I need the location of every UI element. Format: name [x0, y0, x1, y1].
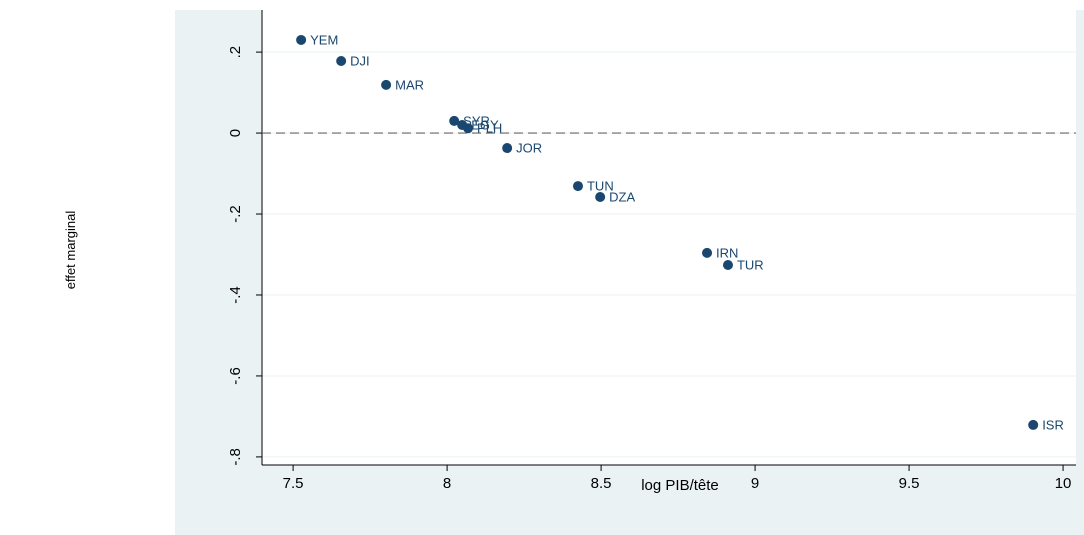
point: [502, 143, 513, 154]
point-label: DZA: [609, 189, 635, 204]
point-label: IRN: [716, 245, 738, 260]
point-label: YEM: [310, 32, 338, 47]
point-label: MAR: [395, 77, 424, 92]
y-tick-label: -.4: [227, 286, 244, 304]
point: [449, 115, 460, 126]
x-tick-label: 8: [443, 475, 451, 492]
point: [336, 56, 347, 67]
y-tick-label: 0: [227, 129, 244, 137]
point-label: ISR: [1042, 417, 1064, 432]
plot-region: [262, 10, 1076, 465]
x-axis-label: log PIB/tête: [641, 477, 719, 494]
x-tick-label: 9.5: [899, 475, 920, 492]
point-label: DJI: [350, 53, 370, 68]
y-tick-label: -.2: [227, 205, 244, 223]
point-label: TUN: [587, 179, 614, 194]
y-tick-label: .2: [227, 46, 244, 59]
point: [381, 79, 392, 90]
x-tick-label: 7.5: [283, 475, 304, 492]
point: [722, 260, 733, 271]
x-tick-label: 8.5: [591, 475, 612, 492]
point: [296, 34, 307, 45]
y-tick-label: -.6: [227, 367, 244, 385]
x-tick-label: 10: [1055, 475, 1072, 492]
x-tick-label: 9: [751, 475, 759, 492]
point: [463, 123, 474, 134]
y-axis-label: effet marginal: [63, 211, 78, 290]
point: [702, 247, 713, 258]
y-tick-label: -.8: [227, 448, 244, 466]
point: [595, 192, 606, 203]
point-label: PLH: [477, 121, 502, 136]
point-label: TUR: [737, 257, 764, 272]
point-label: JOR: [516, 140, 542, 155]
point: [572, 181, 583, 192]
point-label: EGY: [471, 117, 499, 132]
point: [1028, 419, 1039, 430]
